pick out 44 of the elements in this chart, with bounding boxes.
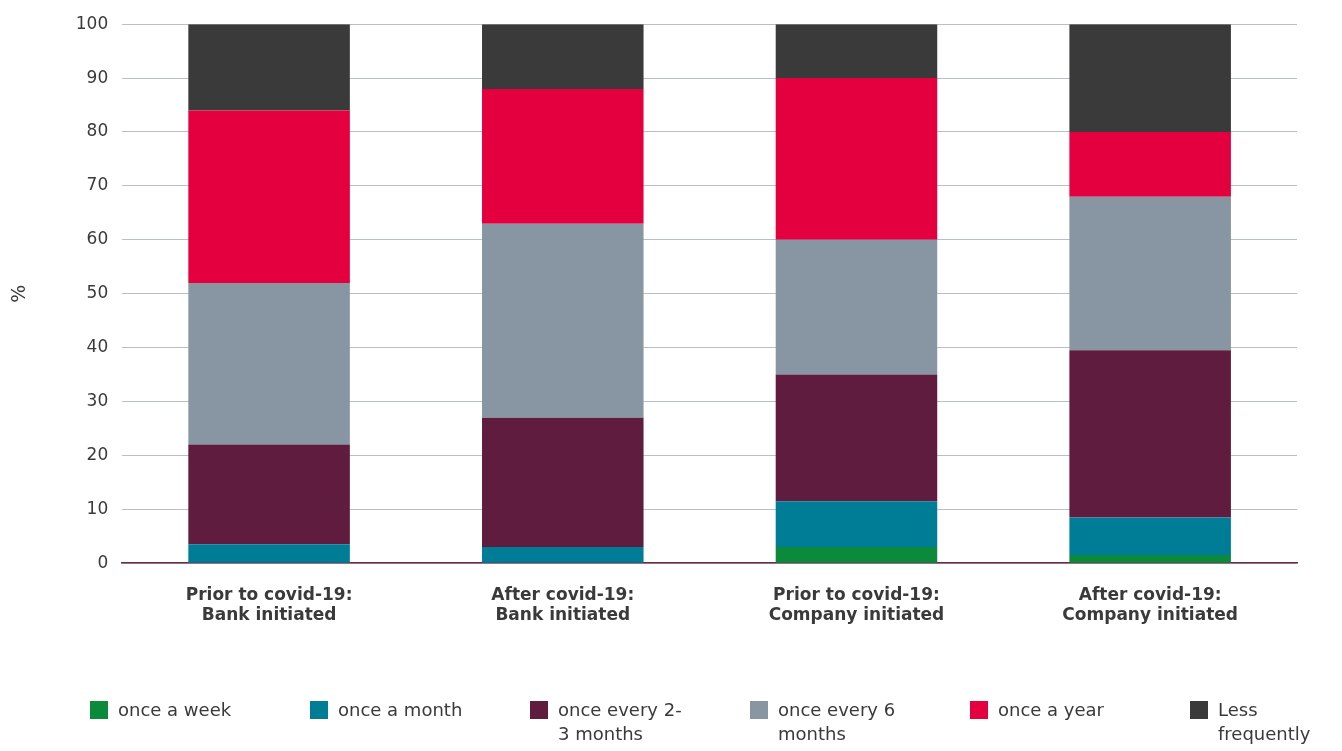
bar bbox=[775, 547, 938, 563]
bar bbox=[1069, 350, 1231, 518]
bar bbox=[775, 374, 938, 502]
y-tick-label: 20 bbox=[86, 443, 109, 464]
bar bbox=[1069, 132, 1231, 197]
legend-label: once a week bbox=[118, 698, 233, 722]
bar bbox=[482, 88, 644, 224]
y-tick-label: 70 bbox=[86, 174, 109, 195]
bar bbox=[775, 24, 938, 79]
x-tick-label: Prior to covid-19: Bank initiated bbox=[185, 583, 353, 625]
bar bbox=[188, 444, 350, 545]
y-axis-title: % bbox=[7, 284, 30, 303]
legend-label: once a month bbox=[338, 698, 463, 722]
legend-label: once every 2-3 months bbox=[558, 698, 683, 746]
legend-label: Less frequently bbox=[1218, 698, 1312, 746]
bar bbox=[775, 78, 938, 240]
y-tick-label: 10 bbox=[86, 497, 109, 518]
x-tick-label: After covid-19: Company initiated bbox=[1062, 583, 1238, 625]
y-tick-label: 100 bbox=[75, 12, 109, 33]
bar bbox=[188, 282, 350, 445]
x-tick-label: Prior to covid-19: Company initiated bbox=[768, 583, 945, 625]
bar bbox=[482, 223, 644, 418]
y-tick-label: 0 bbox=[97, 551, 109, 572]
bar bbox=[188, 110, 350, 283]
bar bbox=[482, 417, 644, 548]
legend-label: once a year bbox=[998, 698, 1106, 722]
bar bbox=[1069, 24, 1231, 132]
y-tick-label: 80 bbox=[86, 120, 109, 141]
bar bbox=[482, 24, 644, 89]
legend-label: once every 6 months bbox=[778, 698, 897, 746]
y-tick-label: 40 bbox=[86, 336, 109, 357]
bar bbox=[482, 547, 644, 563]
bar bbox=[1069, 517, 1231, 556]
y-tick-label: 90 bbox=[86, 66, 109, 87]
y-tick-label: 60 bbox=[86, 228, 109, 249]
bar bbox=[188, 24, 350, 111]
bar bbox=[775, 239, 938, 375]
x-tick-label: After covid-19: Bank initiated bbox=[491, 583, 635, 625]
bar bbox=[1069, 555, 1231, 563]
bar bbox=[775, 501, 938, 548]
y-tick-label: 50 bbox=[86, 282, 109, 303]
bar bbox=[188, 544, 350, 563]
y-tick-label: 30 bbox=[86, 389, 109, 410]
bar bbox=[1069, 196, 1231, 351]
